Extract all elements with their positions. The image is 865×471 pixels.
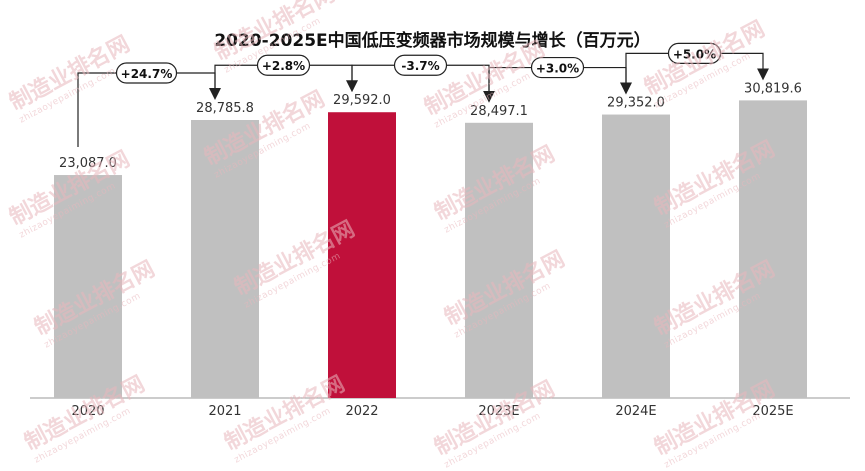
bar-2021 — [191, 120, 259, 398]
chart-svg: 23,087.0 2020 28,785.8 2021 29,592.0 2022 28,4… — [30, 42, 850, 419]
growth-label: +24.7% — [121, 67, 173, 81]
growth-badge — [667, 42, 722, 64]
x-tick-label: 2020 — [71, 404, 104, 419]
value-label: 28,785.8 — [196, 101, 254, 116]
growth-label: +3.0% — [536, 62, 579, 76]
chart-root: 2020-2025E中国低压变频器市场规模与增长（百万元） 23,087.0 20… — [6, 0, 850, 471]
growth-label: -3.7% — [401, 59, 439, 73]
x-tick-label: 2025E — [752, 404, 793, 419]
x-tick-label: 2024E — [615, 404, 656, 419]
value-label: 23,087.0 — [59, 156, 117, 171]
value-label: 29,352.0 — [607, 96, 665, 111]
value-label: 29,592.0 — [333, 93, 391, 108]
bar-2022 — [328, 112, 396, 398]
x-tick-label: 2023E — [478, 404, 519, 419]
bar-2023E — [465, 122, 533, 398]
bar-2020 — [54, 175, 122, 398]
growth-label: +5.0% — [673, 47, 716, 61]
value-label: 28,497.1 — [470, 104, 528, 119]
growth-label: +2.8% — [262, 59, 305, 73]
growth-badge — [115, 62, 178, 84]
bar-2025E — [739, 100, 807, 398]
x-tick-label: 2022 — [345, 404, 378, 419]
growth-badge — [530, 56, 585, 79]
growth-badge — [393, 54, 448, 76]
growth-badge — [256, 54, 311, 76]
bar-2024E — [602, 114, 670, 398]
x-tick-label: 2021 — [208, 404, 241, 419]
chart-title: 2020-2025E中国低压变频器市场规模与增长（百万元） — [214, 31, 651, 51]
value-label: 30,819.6 — [744, 81, 802, 96]
